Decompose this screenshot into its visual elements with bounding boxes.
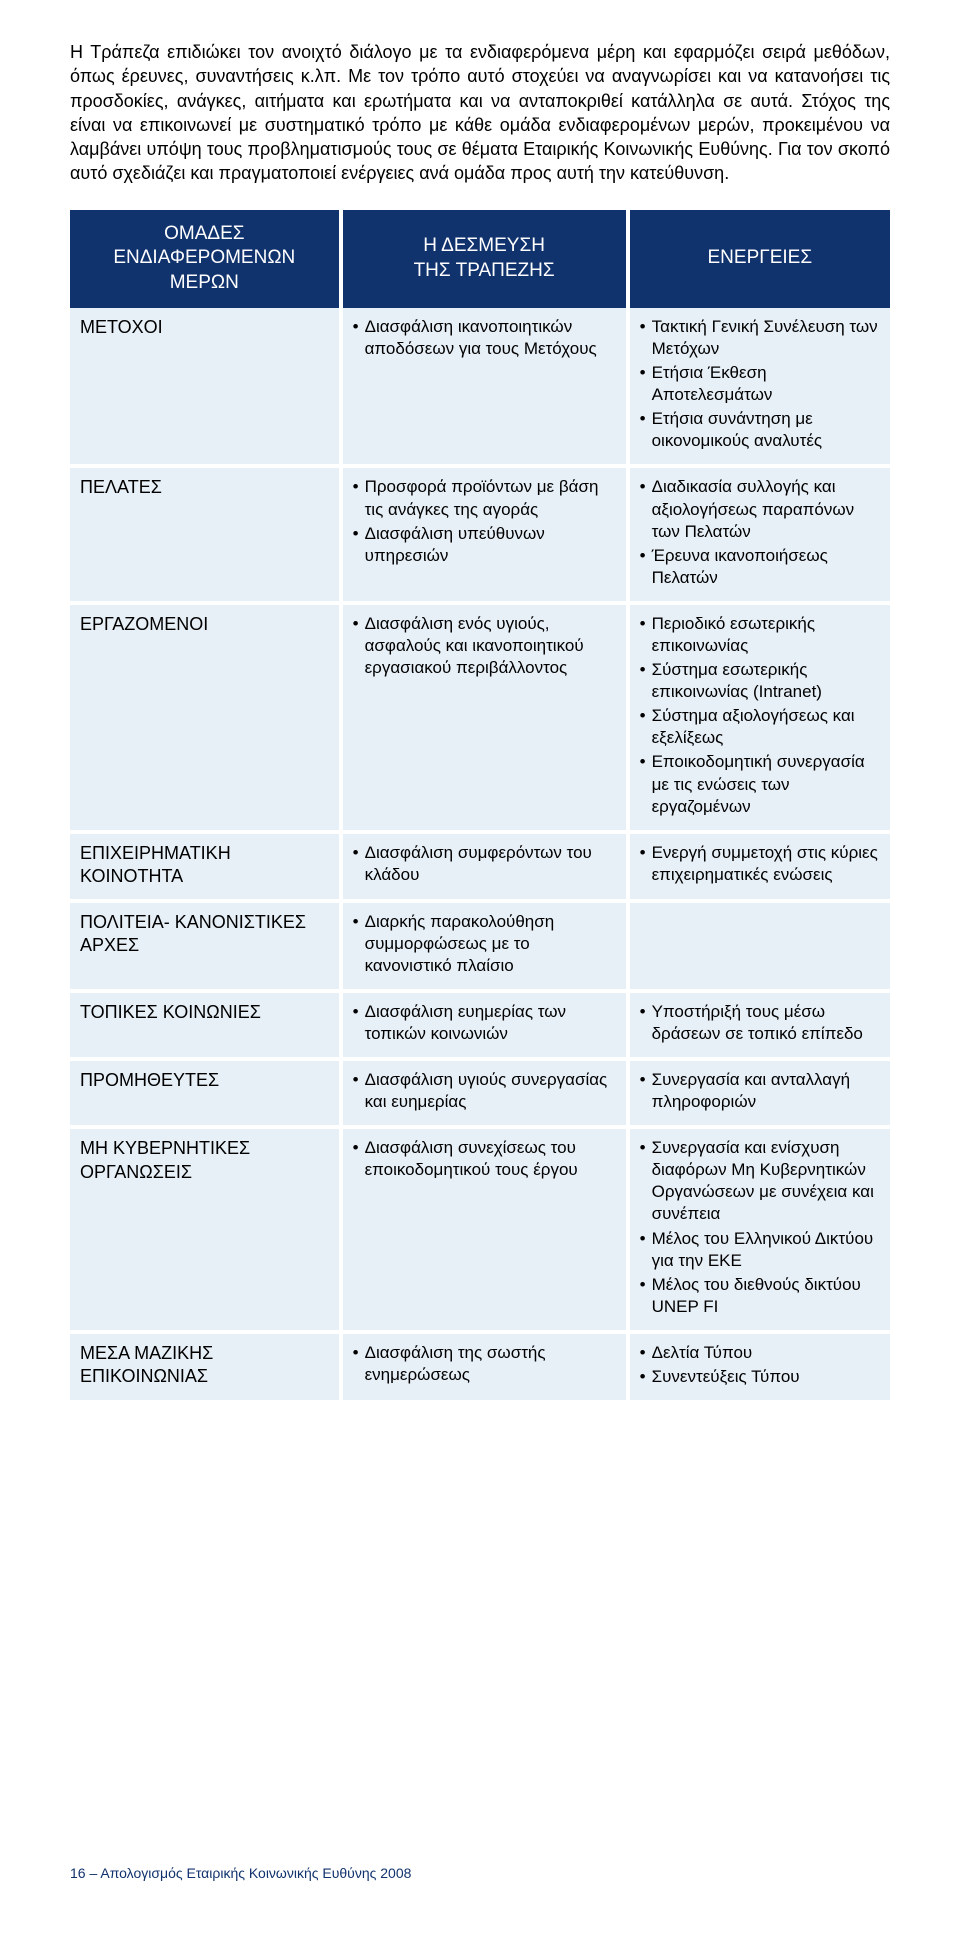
table-row-actions: Διαδικασία συλλογής και αξιολογήσεως παρ…: [628, 466, 890, 602]
group-label: ΕΠΙΧΕΙΡΗΜΑΤΙΚΗ ΚΟΙΝΟΤΗΤΑ: [80, 842, 329, 889]
table-row-commitment: Διασφάλιση ικανοποιητικών αποδόσεων για …: [341, 308, 628, 467]
action-item: Μέλος του Ελληνικού Δικτύου για την ΕΚΕ: [640, 1228, 880, 1272]
table-row-actions: Συνεργασία και ανταλλαγή πληροφοριών: [628, 1059, 890, 1127]
commitment-item: Διασφάλιση υγιούς συνεργασίας και ευημερ…: [353, 1069, 616, 1113]
commitment-item: Διασφάλιση ευημερίας των τοπικών κοινωνι…: [353, 1001, 616, 1045]
table-row-actions: Συνεργασία και ενίσχυση διαφόρων Μη Κυβε…: [628, 1127, 890, 1332]
table-row-actions: Ενεργή συμμετοχή στις κύριες επιχειρηματ…: [628, 832, 890, 901]
group-label: ΠΟΛΙΤΕΙΑ- ΚΑΝΟΝΙΣΤΙΚΕΣ ΑΡΧΕΣ: [80, 911, 329, 958]
table-row-commitment: Διασφάλιση συνεχίσεως του εποικοδομητικο…: [341, 1127, 628, 1332]
commitment-item: Διασφάλιση υπεύθυνων υπηρεσιών: [353, 523, 616, 567]
table-row-commitment: Διασφάλιση ενός υγιούς, ασφαλούς και ικα…: [341, 603, 628, 832]
table-row-commitment: Διασφάλιση συμφερόντων του κλάδου: [341, 832, 628, 901]
group-label: ΜΕΣΑ ΜΑΖΙΚΗΣ ΕΠΙΚΟΙΝΩΝΙΑΣ: [80, 1342, 329, 1389]
table-row-group: ΠΟΛΙΤΕΙΑ- ΚΑΝΟΝΙΣΤΙΚΕΣ ΑΡΧΕΣ: [70, 901, 341, 991]
commitment-item: Διαρκής παρακολούθηση συμμορφώσεως με το…: [353, 911, 616, 977]
action-item: Ετήσια Έκθεση Αποτελεσμάτων: [640, 362, 880, 406]
stakeholders-table: ΟΜΑΔΕΣΕΝΔΙΑΦΕΡΟΜΕΝΩΝΜΕΡΩΝ Η ΔΕΣΜΕΥΣΗΤΗΣ …: [70, 210, 890, 1400]
action-item: Συνεργασία και ανταλλαγή πληροφοριών: [640, 1069, 880, 1113]
table-row-actions: Υποστήριξή τους μέσω δράσεων σε τοπικό ε…: [628, 991, 890, 1059]
table-row-group: ΠΡΟΜΗΘΕΥΤΕΣ: [70, 1059, 341, 1127]
group-label: ΠΕΛΑΤΕΣ: [80, 476, 329, 499]
group-label: ΤΟΠΙΚΕΣ ΚΟΙΝΩΝΙΕΣ: [80, 1001, 329, 1024]
table-row-commitment: Διαρκής παρακολούθηση συμμορφώσεως με το…: [341, 901, 628, 991]
table-row-group: ΜΕΤΟΧΟΙ: [70, 308, 341, 467]
action-item: Υποστήριξή τους μέσω δράσεων σε τοπικό ε…: [640, 1001, 880, 1045]
group-label: ΕΡΓΑΖΟΜΕΝΟΙ: [80, 613, 329, 636]
commitment-item: Προσφορά προϊόντων με βάση τις ανάγκες τ…: [353, 476, 616, 520]
commitment-item: Διασφάλιση της σωστής ενημερώσεως: [353, 1342, 616, 1386]
action-item: Δελτία Τύπου: [640, 1342, 880, 1364]
action-item: Μέλος του διεθνούς δικτύου UNEP FI: [640, 1274, 880, 1318]
table-row-actions: Τακτική Γενική Συνέλευση των ΜετόχωνΕτήσ…: [628, 308, 890, 467]
col-header-groups: ΟΜΑΔΕΣΕΝΔΙΑΦΕΡΟΜΕΝΩΝΜΕΡΩΝ: [70, 210, 341, 308]
table-row-group: ΕΡΓΑΖΟΜΕΝΟΙ: [70, 603, 341, 832]
table-row-commitment: Διασφάλιση της σωστής ενημερώσεως: [341, 1332, 628, 1400]
page-footer: 16 – Απολογισμός Εταιρικής Κοινωνικής Ευ…: [70, 1865, 411, 1881]
table-row-commitment: Διασφάλιση ευημερίας των τοπικών κοινωνι…: [341, 991, 628, 1059]
commitment-item: Διασφάλιση ικανοποιητικών αποδόσεων για …: [353, 316, 616, 360]
table-row-actions: Δελτία ΤύπουΣυνεντεύξεις Τύπου: [628, 1332, 890, 1400]
col-header-actions: ΕΝΕΡΓΕΙΕΣ: [628, 210, 890, 308]
group-label: ΜΕΤΟΧΟΙ: [80, 316, 329, 339]
action-item: Συνεντεύξεις Τύπου: [640, 1366, 880, 1388]
table-row-actions: [628, 901, 890, 991]
action-item: Περιοδικό εσωτερικής επικοινωνίας: [640, 613, 880, 657]
commitment-item: Διασφάλιση συνεχίσεως του εποικοδομητικο…: [353, 1137, 616, 1181]
action-item: Ετήσια συνάντηση με οικονομικούς αναλυτέ…: [640, 408, 880, 452]
col-header-commitment: Η ΔΕΣΜΕΥΣΗΤΗΣ ΤΡΑΠΕΖΗΣ: [341, 210, 628, 308]
action-item: Τακτική Γενική Συνέλευση των Μετόχων: [640, 316, 880, 360]
table-row-group: ΕΠΙΧΕΙΡΗΜΑΤΙΚΗ ΚΟΙΝΟΤΗΤΑ: [70, 832, 341, 901]
intro-paragraph: Η Τράπεζα επιδιώκει τον ανοιχτό διάλογο …: [70, 40, 890, 186]
table-row-group: ΜΕΣΑ ΜΑΖΙΚΗΣ ΕΠΙΚΟΙΝΩΝΙΑΣ: [70, 1332, 341, 1400]
table-row-group: ΜΗ ΚΥΒΕΡΝΗΤΙΚΕΣ ΟΡΓΑΝΩΣΕΙΣ: [70, 1127, 341, 1332]
action-item: Συνεργασία και ενίσχυση διαφόρων Μη Κυβε…: [640, 1137, 880, 1225]
action-item: Εποικοδομητική συνεργασία με τις ενώσεις…: [640, 751, 880, 817]
action-item: Ενεργή συμμετοχή στις κύριες επιχειρηματ…: [640, 842, 880, 886]
action-item: Σύστημα αξιολογήσεως και εξελίξεως: [640, 705, 880, 749]
table-row-commitment: Διασφάλιση υγιούς συνεργασίας και ευημερ…: [341, 1059, 628, 1127]
table-row-actions: Περιοδικό εσωτερικής επικοινωνίαςΣύστημα…: [628, 603, 890, 832]
group-label: ΠΡΟΜΗΘΕΥΤΕΣ: [80, 1069, 329, 1092]
action-item: Σύστημα εσωτερικής επικοινωνίας (Intrane…: [640, 659, 880, 703]
table-row-group: ΤΟΠΙΚΕΣ ΚΟΙΝΩΝΙΕΣ: [70, 991, 341, 1059]
table-row-commitment: Προσφορά προϊόντων με βάση τις ανάγκες τ…: [341, 466, 628, 602]
action-item: Διαδικασία συλλογής και αξιολογήσεως παρ…: [640, 476, 880, 542]
commitment-item: Διασφάλιση συμφερόντων του κλάδου: [353, 842, 616, 886]
table-row-group: ΠΕΛΑΤΕΣ: [70, 466, 341, 602]
action-item: Έρευνα ικανοποιήσεως Πελατών: [640, 545, 880, 589]
commitment-item: Διασφάλιση ενός υγιούς, ασφαλούς και ικα…: [353, 613, 616, 679]
group-label: ΜΗ ΚΥΒΕΡΝΗΤΙΚΕΣ ΟΡΓΑΝΩΣΕΙΣ: [80, 1137, 329, 1184]
